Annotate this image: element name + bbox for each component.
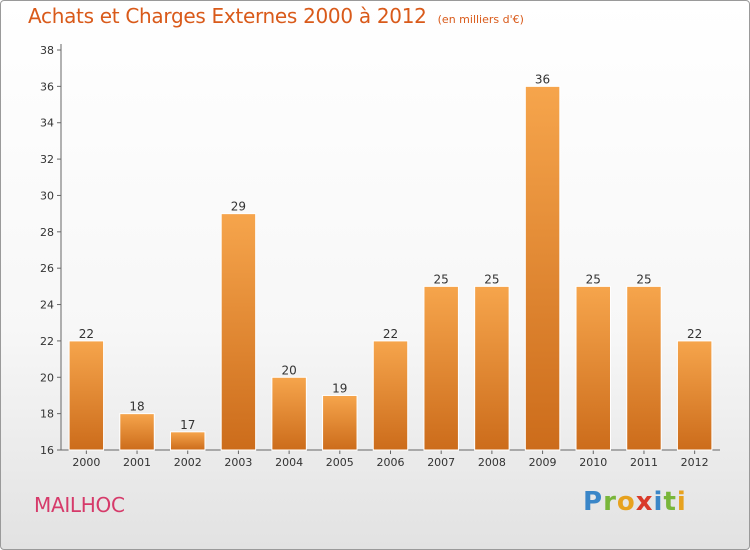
bar-value-label: 22 (383, 327, 398, 341)
bar-value-label: 36 (535, 72, 550, 86)
x-tick-label: 2010 (579, 456, 607, 469)
bar-value-label: 29 (231, 200, 246, 214)
chart-title-main: Achats et Charges Externes 2000 à 2012 (28, 4, 427, 28)
y-tick-label: 18 (40, 408, 54, 421)
x-tick-label: 2001 (123, 456, 151, 469)
bar (169, 431, 206, 451)
x-tick-label: 2003 (224, 456, 252, 469)
y-tick-label: 24 (40, 299, 54, 312)
bar (68, 340, 105, 451)
chart-title: Achats et Charges Externes 2000 à 2012 (… (28, 4, 524, 28)
x-tick-label: 2006 (377, 456, 405, 469)
x-tick-label: 2011 (630, 456, 658, 469)
x-tick-label: 2002 (174, 456, 202, 469)
y-tick-label: 20 (40, 371, 54, 384)
bar (423, 285, 459, 451)
bar-value-label: 17 (180, 418, 195, 432)
bar-value-label: 25 (434, 272, 449, 286)
bar (271, 376, 307, 451)
y-tick-label: 38 (40, 44, 54, 57)
bar-value-label: 20 (281, 363, 296, 377)
x-tick-label: 2004 (275, 456, 303, 469)
bar (322, 394, 358, 451)
y-tick-label: 26 (40, 262, 54, 275)
y-tick-label: 22 (40, 335, 54, 348)
bar (626, 285, 662, 451)
y-tick-label: 28 (40, 226, 54, 239)
y-tick-label: 34 (40, 117, 54, 130)
bar (524, 85, 561, 451)
x-tick-label: 2008 (478, 456, 506, 469)
bar-value-label: 25 (636, 272, 651, 286)
bar (474, 285, 510, 451)
bar (119, 413, 155, 451)
bar-value-label: 22 (687, 327, 702, 341)
bar (372, 340, 409, 451)
x-tick-label: 2005 (326, 456, 354, 469)
commune-name: MAILHOC (34, 493, 125, 517)
x-tick-label: 2009 (529, 456, 557, 469)
x-tick-label: 2007 (427, 456, 455, 469)
y-tick-label: 30 (40, 189, 54, 202)
bar (575, 285, 612, 451)
bar (676, 340, 713, 451)
bar-value-label: 18 (129, 400, 144, 414)
y-tick-label: 16 (40, 444, 54, 457)
y-tick-label: 32 (40, 153, 54, 166)
bar-value-label: 25 (484, 272, 499, 286)
bar-value-label: 25 (586, 272, 601, 286)
chart-title-unit: (en milliers d'€) (437, 13, 524, 26)
x-tick-label: 2012 (681, 456, 709, 469)
bar (220, 213, 257, 451)
x-tick-label: 2000 (72, 456, 100, 469)
bar-value-label: 22 (79, 327, 94, 341)
proxiti-logo: Proxiti (583, 487, 687, 517)
bar-value-label: 19 (332, 381, 347, 395)
y-tick-label: 36 (40, 80, 54, 93)
